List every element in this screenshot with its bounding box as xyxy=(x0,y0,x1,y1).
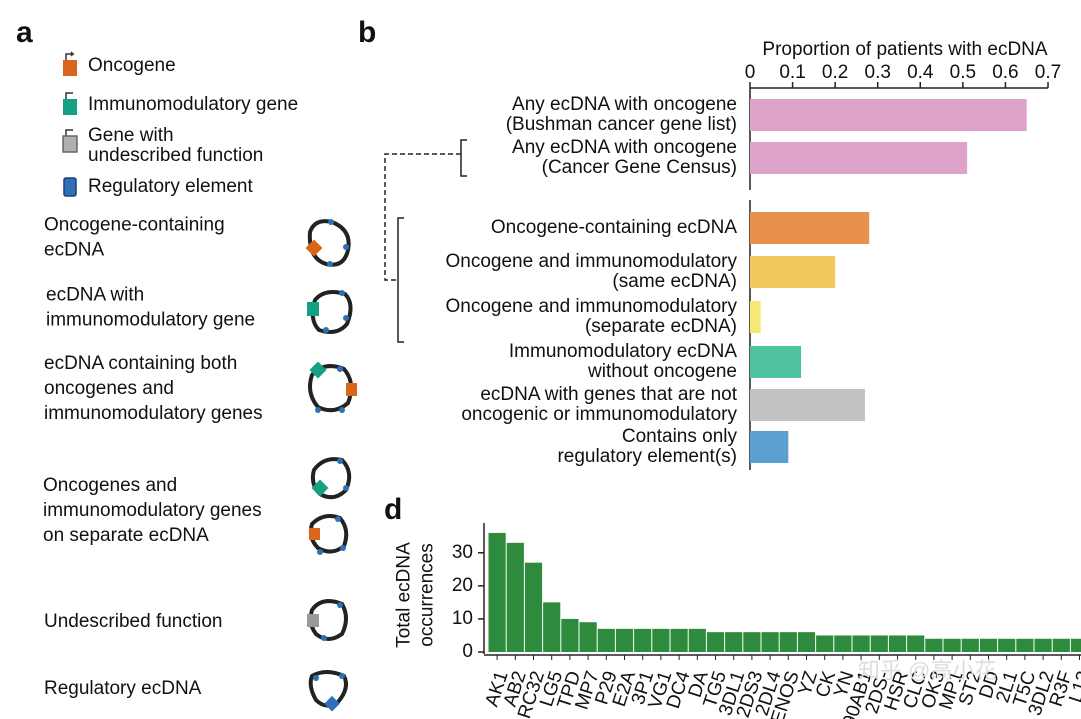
x-tick-label: 0.2 xyxy=(822,62,848,83)
diagram-label: immunomodulatory genes xyxy=(44,403,263,424)
bar xyxy=(1016,638,1034,652)
panel-label: d xyxy=(384,493,402,526)
bar xyxy=(907,635,925,652)
bar xyxy=(1052,638,1070,652)
bar xyxy=(779,632,797,652)
bar xyxy=(706,632,725,652)
diagram-label: ecDNA with xyxy=(46,285,144,306)
panel-label: b xyxy=(358,16,376,49)
category-label: Oncogene-containing ecDNA xyxy=(491,217,737,238)
bar xyxy=(688,628,706,652)
x-tick-label: 0 xyxy=(745,62,756,83)
category-label: Any ecDNA with oncogene xyxy=(512,137,737,158)
legend-icons xyxy=(62,51,78,197)
y-axis-title: occurrences xyxy=(417,543,438,647)
diagram-label: ecDNA xyxy=(44,240,105,261)
diagram-label: Undescribed function xyxy=(44,611,223,632)
bar xyxy=(615,628,634,652)
diagram-label: immunomodulatory genes xyxy=(43,500,262,521)
x-tick-label: 0.1 xyxy=(779,62,805,83)
x-tick-label: 0.3 xyxy=(865,62,891,83)
y-tick-label: 20 xyxy=(452,575,473,596)
bar xyxy=(750,301,761,333)
diagram-label: Oncogenes and xyxy=(43,475,177,496)
x-tick-label: 0.5 xyxy=(950,62,976,83)
y-tick-label: 30 xyxy=(452,542,473,563)
bar xyxy=(852,635,870,652)
y-axis-title: Total ecDNA xyxy=(394,542,415,648)
bar xyxy=(670,628,688,652)
category-label: oncogenic or immunomodulatory xyxy=(461,404,737,425)
category-label: Oncogene and immunomodulatory xyxy=(445,251,737,272)
watermark: 知乎 @高小花 xyxy=(858,658,996,683)
x-tick-label: 0.4 xyxy=(907,62,934,83)
legend-label: Oncogene xyxy=(88,55,176,76)
category-label: Contains only xyxy=(622,426,738,447)
x-axis-title: Proportion of patients with ecDNA xyxy=(762,39,1047,60)
bar xyxy=(543,602,561,652)
bar xyxy=(888,635,907,652)
bar xyxy=(1034,638,1052,652)
bar xyxy=(998,638,1016,652)
bar xyxy=(834,635,852,652)
category-label: Oncogene and immunomodulatory xyxy=(445,296,737,317)
bar xyxy=(597,628,615,652)
bar xyxy=(761,632,779,652)
panel-label: a xyxy=(16,16,33,49)
diagram-label: on separate ecDNA xyxy=(43,525,209,546)
bar xyxy=(524,562,543,652)
legend-label: Gene with xyxy=(88,125,174,146)
x-tick-label: 0.7 xyxy=(1035,62,1061,83)
legend-label: Regulatory element xyxy=(88,176,253,197)
x-tick-label: 0.6 xyxy=(992,62,1018,83)
category-label: ecDNA with genes that are not xyxy=(480,384,737,405)
bar xyxy=(816,635,834,652)
bar xyxy=(750,389,865,421)
diagram-genes xyxy=(305,219,357,712)
y-tick-label: 10 xyxy=(452,608,473,629)
bar xyxy=(743,632,761,652)
bar xyxy=(488,532,506,652)
bar xyxy=(979,638,998,652)
ecdna-diagrams xyxy=(307,219,354,708)
bar xyxy=(725,632,743,652)
bar xyxy=(870,635,888,652)
category-label: Immunomodulatory ecDNA xyxy=(509,341,737,362)
bar xyxy=(797,632,816,652)
bar xyxy=(925,638,943,652)
legend-label: Immunomodulatory gene xyxy=(88,94,298,115)
bar xyxy=(750,256,836,288)
category-label: without oncogene xyxy=(587,361,737,382)
category-label: regulatory element(s) xyxy=(557,446,737,467)
bar xyxy=(943,638,961,652)
bar xyxy=(961,638,979,652)
bar xyxy=(579,622,597,652)
bar xyxy=(561,618,579,652)
diagram-label: ecDNA containing both xyxy=(44,353,237,374)
bar xyxy=(750,212,870,244)
category-label: (same ecDNA) xyxy=(612,271,737,292)
bar xyxy=(750,142,968,174)
category-label: (Bushman cancer gene list) xyxy=(506,114,737,135)
bar xyxy=(634,628,652,652)
diagram-label: Regulatory ecDNA xyxy=(44,678,202,699)
y-tick-label: 0 xyxy=(462,641,473,662)
diagram-label: oncogenes and xyxy=(44,378,174,399)
category-label: (separate ecDNA) xyxy=(585,316,737,337)
bar xyxy=(750,99,1027,131)
bar xyxy=(750,431,789,463)
bar xyxy=(1070,638,1081,652)
bar xyxy=(750,346,802,378)
bar xyxy=(652,628,670,652)
category-label: Any ecDNA with oncogene xyxy=(512,94,737,115)
bar xyxy=(506,542,524,652)
brackets xyxy=(384,139,467,343)
diagram-label: Oncogene-containing xyxy=(44,215,225,236)
legend-label: undescribed function xyxy=(88,145,263,166)
category-label: (Cancer Gene Census) xyxy=(542,157,737,178)
diagram-label: immunomodulatory gene xyxy=(46,310,255,331)
